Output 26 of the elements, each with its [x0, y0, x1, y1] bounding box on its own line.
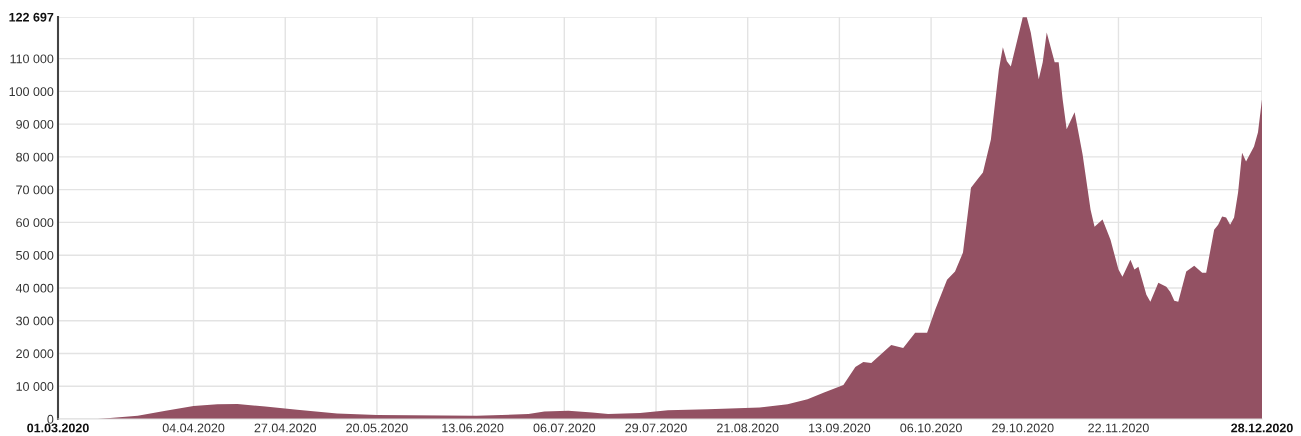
y-tick-label: 80 000 — [16, 152, 54, 162]
x-tick-label: 27.04.2020 — [254, 423, 317, 433]
x-tick-label: 06.07.2020 — [533, 423, 596, 433]
x-tick-label: 20.05.2020 — [346, 423, 408, 433]
y-tick-label: 10 000 — [16, 382, 54, 391]
x-tick-label: 21.08.2020 — [717, 423, 779, 433]
x-tick-label: 04.04.2020 — [162, 423, 225, 433]
y-tick-label: 70 000 — [16, 185, 54, 195]
x-tick-label: 29.10.2020 — [992, 423, 1054, 433]
x-tick-label: 13.09.2020 — [809, 423, 871, 433]
y-tick-label: 100 000 — [9, 87, 54, 97]
y-tick-label: 40 000 — [15, 283, 54, 293]
y-tick-label: 90 000 — [16, 119, 54, 129]
x-tick-label: 29.07.2020 — [625, 423, 687, 433]
y-tick-label: 122 697 — [9, 12, 54, 22]
y-tick-label: 0 — [47, 414, 54, 424]
x-tick-label: 13.06.2020 — [442, 423, 504, 433]
y-tick-label: 60 000 — [16, 218, 54, 228]
x-tick-label: 01.03.2020 — [27, 423, 89, 433]
x-tick-label: 28.12.2020 — [1231, 423, 1293, 433]
y-tick-label: 110 000 — [10, 54, 54, 64]
y-tick-label: 20 000 — [16, 349, 54, 359]
x-tick-label: 22.11.2020 — [1088, 423, 1149, 433]
y-tick-label: 50 000 — [16, 250, 54, 260]
x-tick-label: 06.10.2020 — [900, 423, 962, 433]
y-tick-label: 30 000 — [16, 316, 54, 326]
